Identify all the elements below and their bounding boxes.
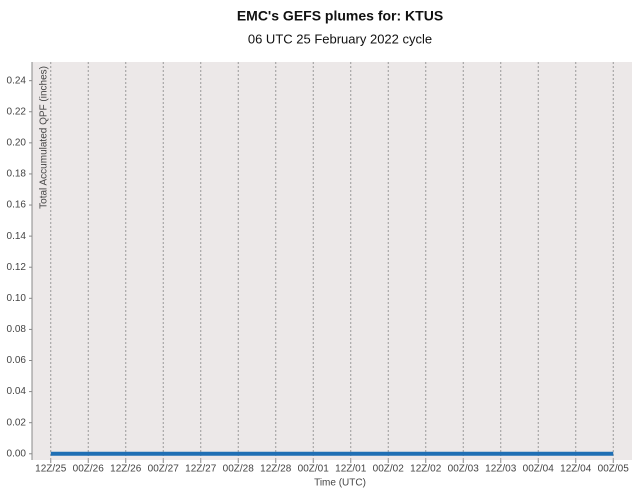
x-tick-label: 00Z/27: [148, 464, 180, 475]
x-tick-label: 00Z/03: [448, 464, 480, 475]
x-tick-label: 00Z/05: [598, 464, 630, 475]
y-axis-label: Total Accumulated QPF (inches): [39, 66, 50, 209]
y-tick-label: 0.10: [7, 293, 27, 304]
y-tick-label: 0.24: [7, 75, 27, 86]
y-tick-label: 0.06: [7, 355, 27, 366]
x-tick-label: 00Z/01: [298, 464, 330, 475]
y-tick-label: 0.20: [7, 137, 27, 148]
y-tick-label: 0.18: [7, 169, 27, 180]
y-tick-label: 0.16: [7, 200, 27, 211]
y-tick-label: 0.22: [7, 106, 27, 117]
y-tick-label: 0.04: [7, 386, 27, 397]
x-tick-label: 00Z/02: [373, 464, 405, 475]
plot-background: [32, 62, 632, 460]
x-tick-label: 12Z/25: [35, 464, 67, 475]
x-tick-label: 12Z/04: [560, 464, 592, 475]
y-tick-label: 0.14: [7, 231, 27, 242]
y-tick-label: 0.02: [7, 417, 27, 428]
x-tick-label: 12Z/28: [260, 464, 292, 475]
y-tick-label: 0.08: [7, 324, 27, 335]
chart-title: EMC's GEFS plumes for: KTUS: [237, 8, 443, 24]
x-tick-label: 12Z/01: [335, 464, 367, 475]
x-tick-label: 00Z/04: [523, 464, 555, 475]
x-axis-label: Time (UTC): [314, 478, 366, 489]
x-tick-label: 12Z/03: [485, 464, 517, 475]
x-tick-label: 12Z/26: [110, 464, 142, 475]
chart-subtitle: 06 UTC 25 February 2022 cycle: [248, 31, 432, 46]
y-tick-label: 0.00: [7, 448, 27, 459]
x-tick-label: 12Z/02: [410, 464, 442, 475]
x-tick-label: 12Z/27: [185, 464, 217, 475]
x-tick-label: 00Z/28: [223, 464, 255, 475]
x-tick-label: 00Z/26: [73, 464, 105, 475]
y-tick-label: 0.12: [7, 262, 27, 273]
